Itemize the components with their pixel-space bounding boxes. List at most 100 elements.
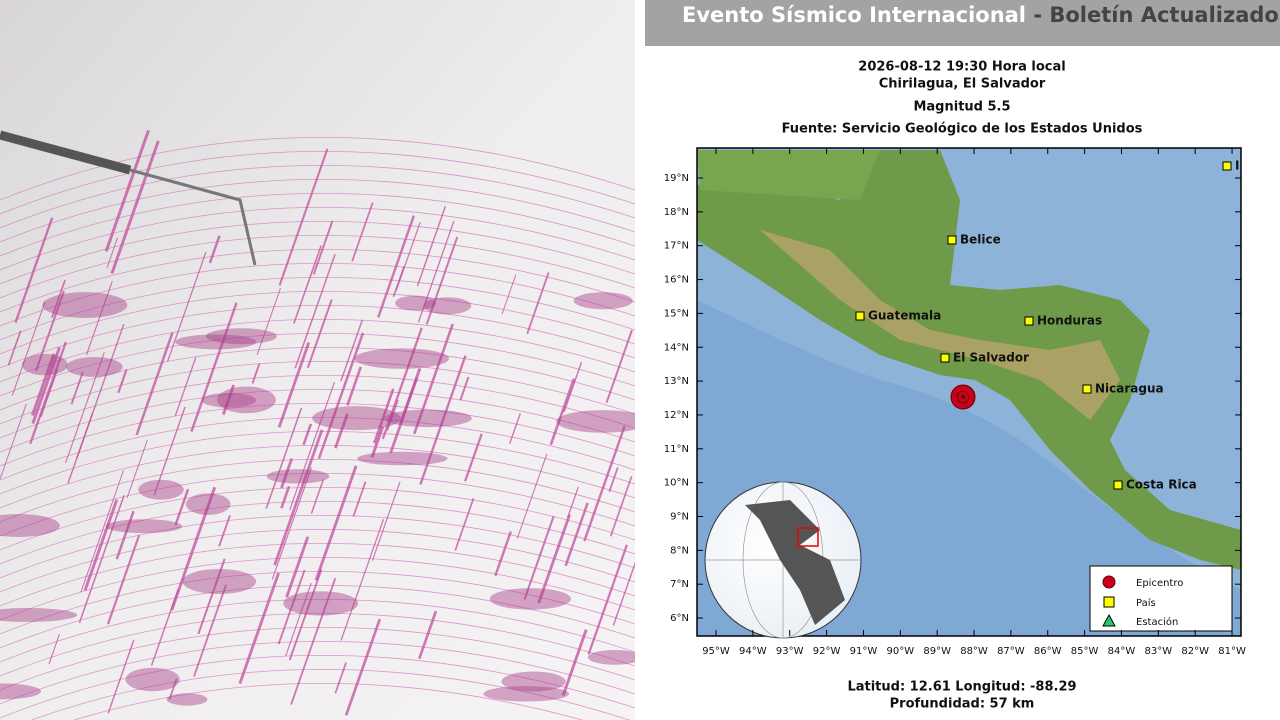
place-label: I (1235, 159, 1239, 173)
trace-blob (483, 686, 570, 702)
trace-spike (464, 433, 483, 482)
trace-spike (271, 467, 313, 580)
trace-line (0, 235, 635, 299)
trace-spike (106, 535, 141, 625)
trace-line (0, 417, 635, 481)
trace-line (0, 151, 635, 215)
trace-spike (567, 486, 579, 518)
place-marker (1113, 480, 1123, 490)
trace-spike (459, 376, 470, 401)
trace-spike (126, 440, 148, 499)
trace-blob (205, 328, 277, 345)
lon-label: 82°W (1181, 646, 1209, 657)
lon-label: 83°W (1145, 646, 1173, 657)
separator: - (1033, 3, 1042, 27)
trace-line (0, 193, 635, 257)
trace-blob (587, 649, 635, 665)
lat-label: 18°N (664, 207, 689, 218)
magnitude: Magnitud 5.5 (913, 100, 1010, 115)
trace-line (0, 347, 635, 411)
trace-blob (105, 519, 183, 534)
trace-spike (273, 429, 324, 566)
trace-blob (266, 469, 330, 484)
trace-spike (221, 384, 236, 415)
lat-label: 15°N (664, 308, 689, 319)
trace-spike (564, 502, 589, 567)
trace-spike (563, 361, 583, 413)
trace-spike (389, 377, 419, 454)
lat-label: 9°N (670, 512, 689, 523)
legend-station (1102, 613, 1116, 627)
place-marker (940, 353, 950, 363)
trace-spike (516, 453, 548, 539)
trace-spike (609, 476, 633, 537)
datetime: 2026-08-12 19:30 Hora local (858, 60, 1065, 75)
trace-spike (30, 353, 56, 416)
trace-spike (587, 544, 629, 655)
trace-line (0, 221, 635, 285)
trace-spike (174, 357, 197, 416)
place-marker (1222, 161, 1232, 171)
trace-line (0, 291, 635, 355)
trace-spike (346, 366, 363, 406)
lat-label: 14°N (664, 342, 689, 353)
trace-spike (344, 618, 382, 716)
trace-spike (289, 381, 336, 511)
location: Chirilagua, El Salvador (879, 77, 1046, 92)
lon-label: 84°W (1108, 646, 1136, 657)
lat-label: 16°N (664, 275, 689, 286)
trace-line (0, 487, 635, 551)
trace-blob (185, 493, 231, 515)
trace-spike (278, 148, 329, 286)
trace-spike (608, 467, 619, 493)
map (697, 148, 1241, 636)
lon-label: 91°W (850, 646, 878, 657)
trace-spike (371, 481, 401, 561)
trace-spike (115, 510, 135, 560)
trace-spike (317, 332, 365, 460)
trace-spike (306, 299, 333, 369)
trace-line (0, 137, 635, 201)
trace-spike (70, 371, 84, 405)
trace-spike (612, 561, 635, 626)
trace-blob (182, 568, 257, 595)
trace-line (0, 249, 635, 313)
trace-spike (561, 629, 588, 697)
trace-blob (201, 392, 257, 408)
trace-spike (526, 272, 550, 335)
trace-spike (340, 519, 385, 641)
seismograph-photo (0, 0, 635, 720)
trace-spike (392, 265, 405, 298)
trace-line (30, 669, 631, 720)
trace-blob (357, 451, 448, 466)
trace-spike (310, 479, 324, 514)
trace-spike (605, 329, 633, 404)
trace-blob (66, 357, 123, 377)
trace-line (0, 585, 635, 649)
trace-line (0, 403, 635, 467)
trace-spike (65, 352, 105, 464)
trace-spike (454, 497, 475, 551)
trace-spike (285, 536, 310, 598)
trace-spike (351, 202, 374, 262)
trace-spike (11, 301, 46, 396)
title-right: Boletín Actualizado 1 (1049, 3, 1280, 27)
trace-spike (293, 245, 322, 324)
trace-line (0, 389, 635, 453)
trace-blob (217, 386, 276, 414)
trace-blob (138, 479, 184, 500)
lon-label: 89°W (923, 646, 951, 657)
trace-spike (107, 639, 135, 714)
epicenter (950, 384, 976, 410)
trace-line (0, 529, 635, 593)
lat-label: 19°N (664, 173, 689, 184)
trace-spike (290, 577, 337, 705)
lat-label: 13°N (664, 376, 689, 387)
trace-spike (418, 610, 438, 660)
trace-spike (277, 342, 311, 428)
lat-label: 17°N (664, 241, 689, 252)
trace-blob (489, 588, 571, 610)
trace-spike (417, 220, 455, 323)
trace-blob (175, 334, 257, 350)
trace-spike (508, 413, 521, 444)
